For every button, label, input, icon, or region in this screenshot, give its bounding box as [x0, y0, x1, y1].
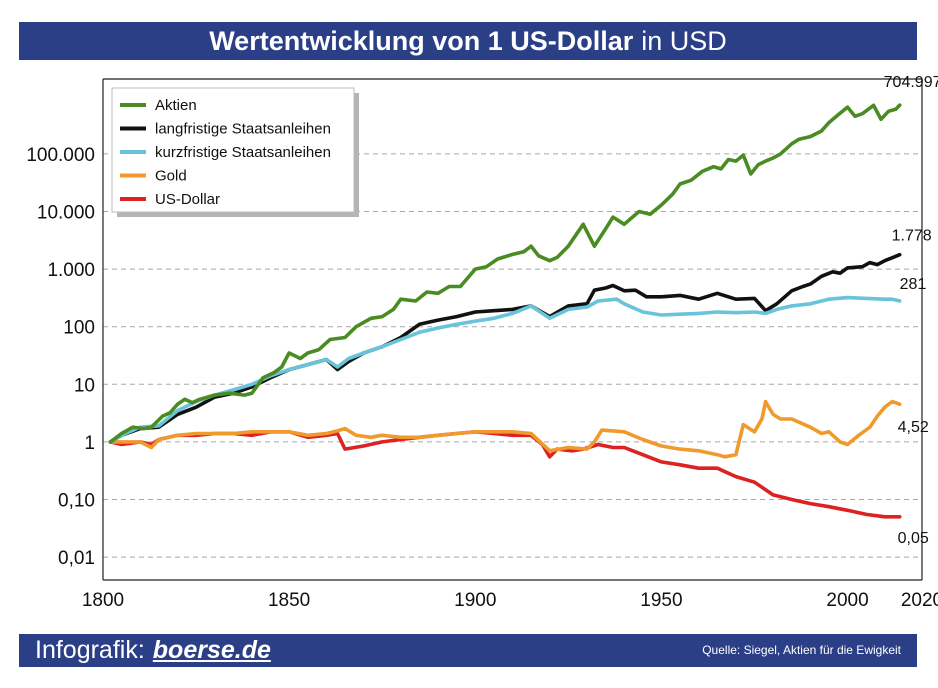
x-tick-label: 1900 — [454, 590, 496, 611]
series-line — [108, 399, 902, 459]
y-tick-label: 10.000 — [37, 203, 95, 224]
x-tick-label: 1800 — [82, 590, 124, 611]
data-label: 281 — [900, 276, 927, 293]
legend-label: kurzfristige Staatsanleihen — [155, 144, 331, 161]
data-label: 1.778 — [892, 228, 932, 245]
brand: Infografik: boerse.de — [35, 636, 271, 665]
x-tick-label: 2000 — [826, 590, 868, 611]
y-tick-label: 1 — [84, 433, 95, 454]
series-line — [108, 103, 902, 444]
x-tick-label: 1850 — [268, 590, 310, 611]
data-label: 4,52 — [898, 419, 929, 436]
footer-bar: Infografik: boerse.de Quelle: Siegel, Akt… — [19, 634, 917, 667]
legend-box — [111, 87, 355, 213]
y-tick-label: 10 — [74, 375, 95, 396]
legend-label: Gold — [155, 168, 187, 185]
y-tick-label: 100 — [63, 318, 95, 339]
brand-prefix: Infografik: — [35, 636, 145, 664]
brand-logo[interactable]: boerse.de — [152, 636, 271, 664]
chart-title-unit: in USD — [641, 25, 727, 56]
series-line — [108, 252, 902, 444]
legend-label: US-Dollar — [155, 191, 220, 208]
y-tick-label: 0,01 — [58, 548, 95, 569]
x-tick-label: 1950 — [640, 590, 682, 611]
legend-label: Aktien — [155, 97, 197, 114]
chart-title: Wertentwicklung von 1 US-Dollar in USD — [19, 22, 917, 60]
data-label: 704.997 — [884, 74, 938, 91]
y-tick-label: 1.000 — [47, 260, 95, 281]
series-line — [108, 430, 902, 519]
y-tick-label: 100.000 — [26, 145, 95, 166]
legend-label: langfristige Staatsanleihen — [155, 121, 331, 138]
data-label: 0,05 — [898, 530, 929, 547]
series-line — [108, 295, 902, 444]
source-note: Quelle: Siegel, Aktien für die Ewigkeit — [702, 643, 901, 657]
x-tick-label: 2020 — [901, 590, 938, 611]
chart-title-bold: Wertentwicklung von 1 US-Dollar — [209, 25, 634, 56]
y-tick-label: 0,10 — [58, 490, 95, 511]
